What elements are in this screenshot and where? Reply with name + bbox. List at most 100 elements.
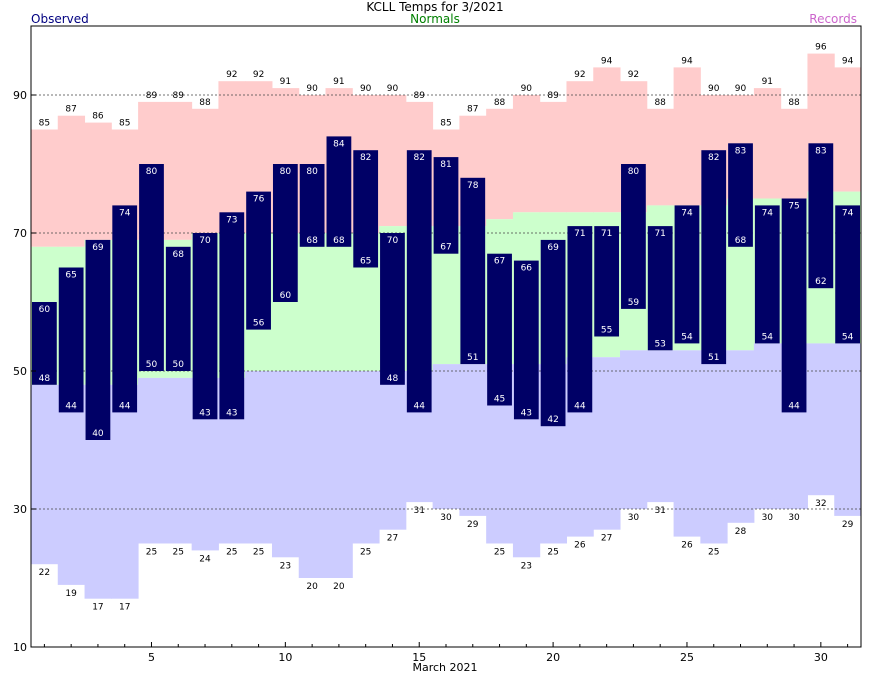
observed-bar-day-20 xyxy=(540,239,566,427)
record-low-label-day-13: 25 xyxy=(360,548,371,558)
x-tick-label-15: 15 xyxy=(412,651,426,664)
record-high-band-day-18 xyxy=(486,108,514,220)
record-low-band-day-27 xyxy=(727,350,755,523)
record-low-band-day-10 xyxy=(271,371,300,558)
observed-high-label-day-31: 74 xyxy=(842,208,854,218)
observed-low-label-day-10: 60 xyxy=(280,291,292,301)
observed-bar-day-25 xyxy=(674,205,700,344)
record-high-band-day-31 xyxy=(834,67,862,192)
record-low-band-day-1 xyxy=(31,384,59,565)
record-low-label-day-4: 17 xyxy=(119,603,130,613)
observed-low-label-day-16: 67 xyxy=(440,243,451,253)
record-low-label-day-8: 25 xyxy=(226,548,237,558)
record-low-label-day-29: 30 xyxy=(788,513,800,523)
record-high-label-day-20: 89 xyxy=(547,91,559,101)
observed-low-label-day-26: 51 xyxy=(708,353,719,363)
observed-low-label-day-25: 54 xyxy=(681,332,693,342)
observed-bar-day-3 xyxy=(85,239,111,440)
observed-low-label-day-4: 44 xyxy=(119,401,131,411)
observed-bar-day-2 xyxy=(58,267,84,413)
record-low-label-day-14: 27 xyxy=(387,534,398,544)
observed-bar-day-11 xyxy=(299,164,325,247)
record-low-label-day-31: 29 xyxy=(842,520,854,530)
observed-bar-day-28 xyxy=(754,205,780,344)
legend-normals: Normals xyxy=(410,12,460,26)
observed-bar-day-26 xyxy=(701,150,727,365)
record-high-band-day-8 xyxy=(218,81,246,233)
record-low-label-day-18: 25 xyxy=(494,548,505,558)
observed-bar-day-19 xyxy=(513,260,539,420)
record-low-label-day-19: 23 xyxy=(521,561,532,571)
record-low-label-day-15: 31 xyxy=(414,506,425,516)
record-low-band-day-12 xyxy=(325,371,353,578)
observed-low-label-day-27: 68 xyxy=(735,236,747,246)
observed-high-label-day-9: 76 xyxy=(253,195,265,205)
observed-low-label-day-23: 59 xyxy=(628,298,640,308)
observed-high-label-day-15: 82 xyxy=(414,153,425,163)
observed-low-label-day-8: 43 xyxy=(226,408,237,418)
record-high-label-day-10: 91 xyxy=(280,77,291,87)
record-high-band-day-7 xyxy=(191,108,219,233)
observed-bar-day-30 xyxy=(808,143,834,289)
observed-high-label-day-29: 75 xyxy=(788,202,799,212)
observed-high-label-day-2: 65 xyxy=(65,271,76,281)
record-high-band-day-25 xyxy=(673,67,701,206)
observed-low-label-day-30: 62 xyxy=(815,277,826,287)
record-high-label-day-30: 96 xyxy=(815,43,827,53)
record-low-label-day-5: 25 xyxy=(146,548,157,558)
record-low-band-day-23 xyxy=(620,350,648,509)
record-low-label-day-23: 30 xyxy=(628,513,640,523)
record-low-band-day-5 xyxy=(138,377,166,544)
observed-low-label-day-17: 51 xyxy=(467,353,478,363)
observed-bar-day-17 xyxy=(460,177,486,365)
record-low-band-day-30 xyxy=(807,343,835,496)
observed-bar-day-31 xyxy=(835,205,860,344)
legend-records: Records xyxy=(809,12,857,26)
record-low-label-day-1: 22 xyxy=(39,568,50,578)
observed-low-label-day-28: 54 xyxy=(762,332,774,342)
observed-bar-day-6 xyxy=(165,246,191,371)
record-high-label-day-25: 94 xyxy=(681,56,693,66)
observed-low-label-day-12: 68 xyxy=(333,236,345,246)
record-high-label-day-5: 89 xyxy=(146,91,158,101)
observed-high-label-day-1: 60 xyxy=(39,305,51,315)
record-high-band-day-22 xyxy=(593,67,621,213)
observed-low-label-day-18: 45 xyxy=(494,395,505,405)
record-low-label-day-22: 27 xyxy=(601,534,612,544)
record-low-label-day-3: 17 xyxy=(92,603,103,613)
record-low-label-day-9: 25 xyxy=(253,548,264,558)
observed-low-label-day-31: 54 xyxy=(842,332,854,342)
record-low-label-day-20: 25 xyxy=(547,548,558,558)
record-low-band-day-16 xyxy=(432,364,460,509)
observed-high-label-day-17: 78 xyxy=(467,181,479,191)
record-high-label-day-16: 85 xyxy=(440,119,451,129)
observed-bar-day-10 xyxy=(272,164,298,302)
record-low-band-day-28 xyxy=(753,343,782,509)
record-high-label-day-12: 91 xyxy=(333,77,344,87)
record-high-label-day-28: 91 xyxy=(762,77,773,87)
observed-high-label-day-23: 80 xyxy=(628,167,640,177)
y-tick-label-10: 10 xyxy=(13,641,27,654)
observed-high-label-day-10: 80 xyxy=(280,167,292,177)
observed-bar-day-23 xyxy=(621,164,646,309)
record-high-label-day-14: 90 xyxy=(387,84,399,94)
record-low-label-day-21: 26 xyxy=(574,541,586,551)
record-low-band-day-31 xyxy=(834,343,862,516)
record-high-label-day-19: 90 xyxy=(521,84,533,94)
observed-high-label-day-28: 74 xyxy=(762,208,774,218)
record-low-label-day-7: 24 xyxy=(199,554,211,564)
record-high-band-day-24 xyxy=(646,108,675,206)
observed-bar-day-21 xyxy=(567,226,593,413)
record-high-label-day-27: 90 xyxy=(735,84,747,94)
record-low-label-day-27: 28 xyxy=(735,527,747,537)
x-tick-label-20: 20 xyxy=(546,651,560,664)
record-high-label-day-26: 90 xyxy=(708,84,720,94)
record-high-label-day-13: 90 xyxy=(360,84,372,94)
record-low-label-day-6: 25 xyxy=(173,548,184,558)
record-low-label-day-16: 30 xyxy=(440,513,452,523)
observed-high-label-day-7: 70 xyxy=(199,236,211,246)
observed-bar-day-29 xyxy=(781,198,807,413)
record-low-band-day-17 xyxy=(459,364,487,516)
observed-low-label-day-29: 44 xyxy=(788,401,800,411)
